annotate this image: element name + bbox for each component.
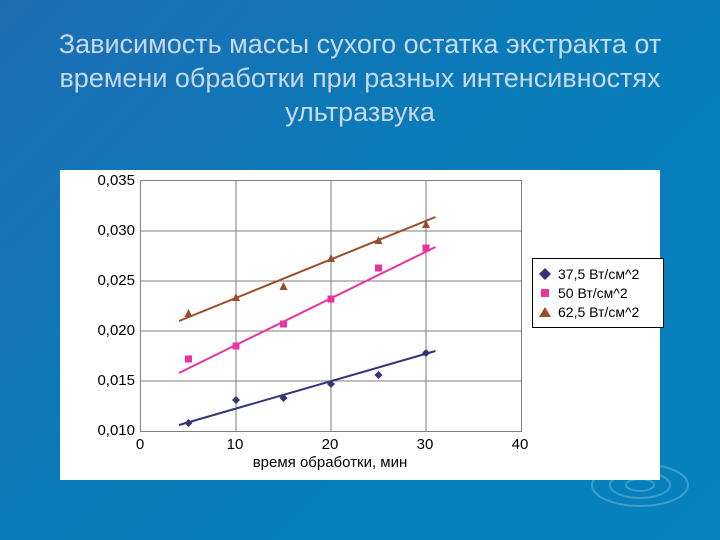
xtick-3: 30: [411, 436, 439, 453]
slide-root: Зависимость массы сухого остатка экстрак…: [0, 0, 720, 540]
legend-row-1: 50 Вт/см^2: [538, 285, 658, 301]
legend-label-0: 37,5 Вт/см^2: [558, 266, 639, 282]
plot-area: [140, 180, 522, 432]
ytick-3: 0,025: [75, 272, 135, 289]
slide-title: Зависимость массы сухого остатка экстрак…: [40, 28, 680, 129]
plot-svg: [141, 181, 521, 431]
x-axis-label: время обработки, мин: [140, 454, 520, 471]
ripple-decoration: [550, 415, 690, 515]
xtick-0: 0: [126, 436, 154, 453]
square-icon: [538, 286, 552, 300]
xtick-1: 10: [221, 436, 249, 453]
legend-label-2: 62,5 Вт/см^2: [558, 304, 639, 320]
ytick-2: 0,020: [75, 322, 135, 339]
ytick-1: 0,015: [75, 372, 135, 389]
legend: 37,5 Вт/см^2 50 Вт/см^2 62,5 Вт/см^2: [532, 258, 664, 328]
diamond-icon: [538, 267, 552, 281]
xtick-4: 40: [506, 436, 534, 453]
legend-row-0: 37,5 Вт/см^2: [538, 266, 658, 282]
xtick-2: 20: [316, 436, 344, 453]
triangle-icon: [538, 305, 552, 319]
ytick-5: 0,035: [75, 172, 135, 189]
legend-row-2: 62,5 Вт/см^2: [538, 304, 658, 320]
legend-label-1: 50 Вт/см^2: [558, 285, 628, 301]
ytick-4: 0,030: [75, 222, 135, 239]
